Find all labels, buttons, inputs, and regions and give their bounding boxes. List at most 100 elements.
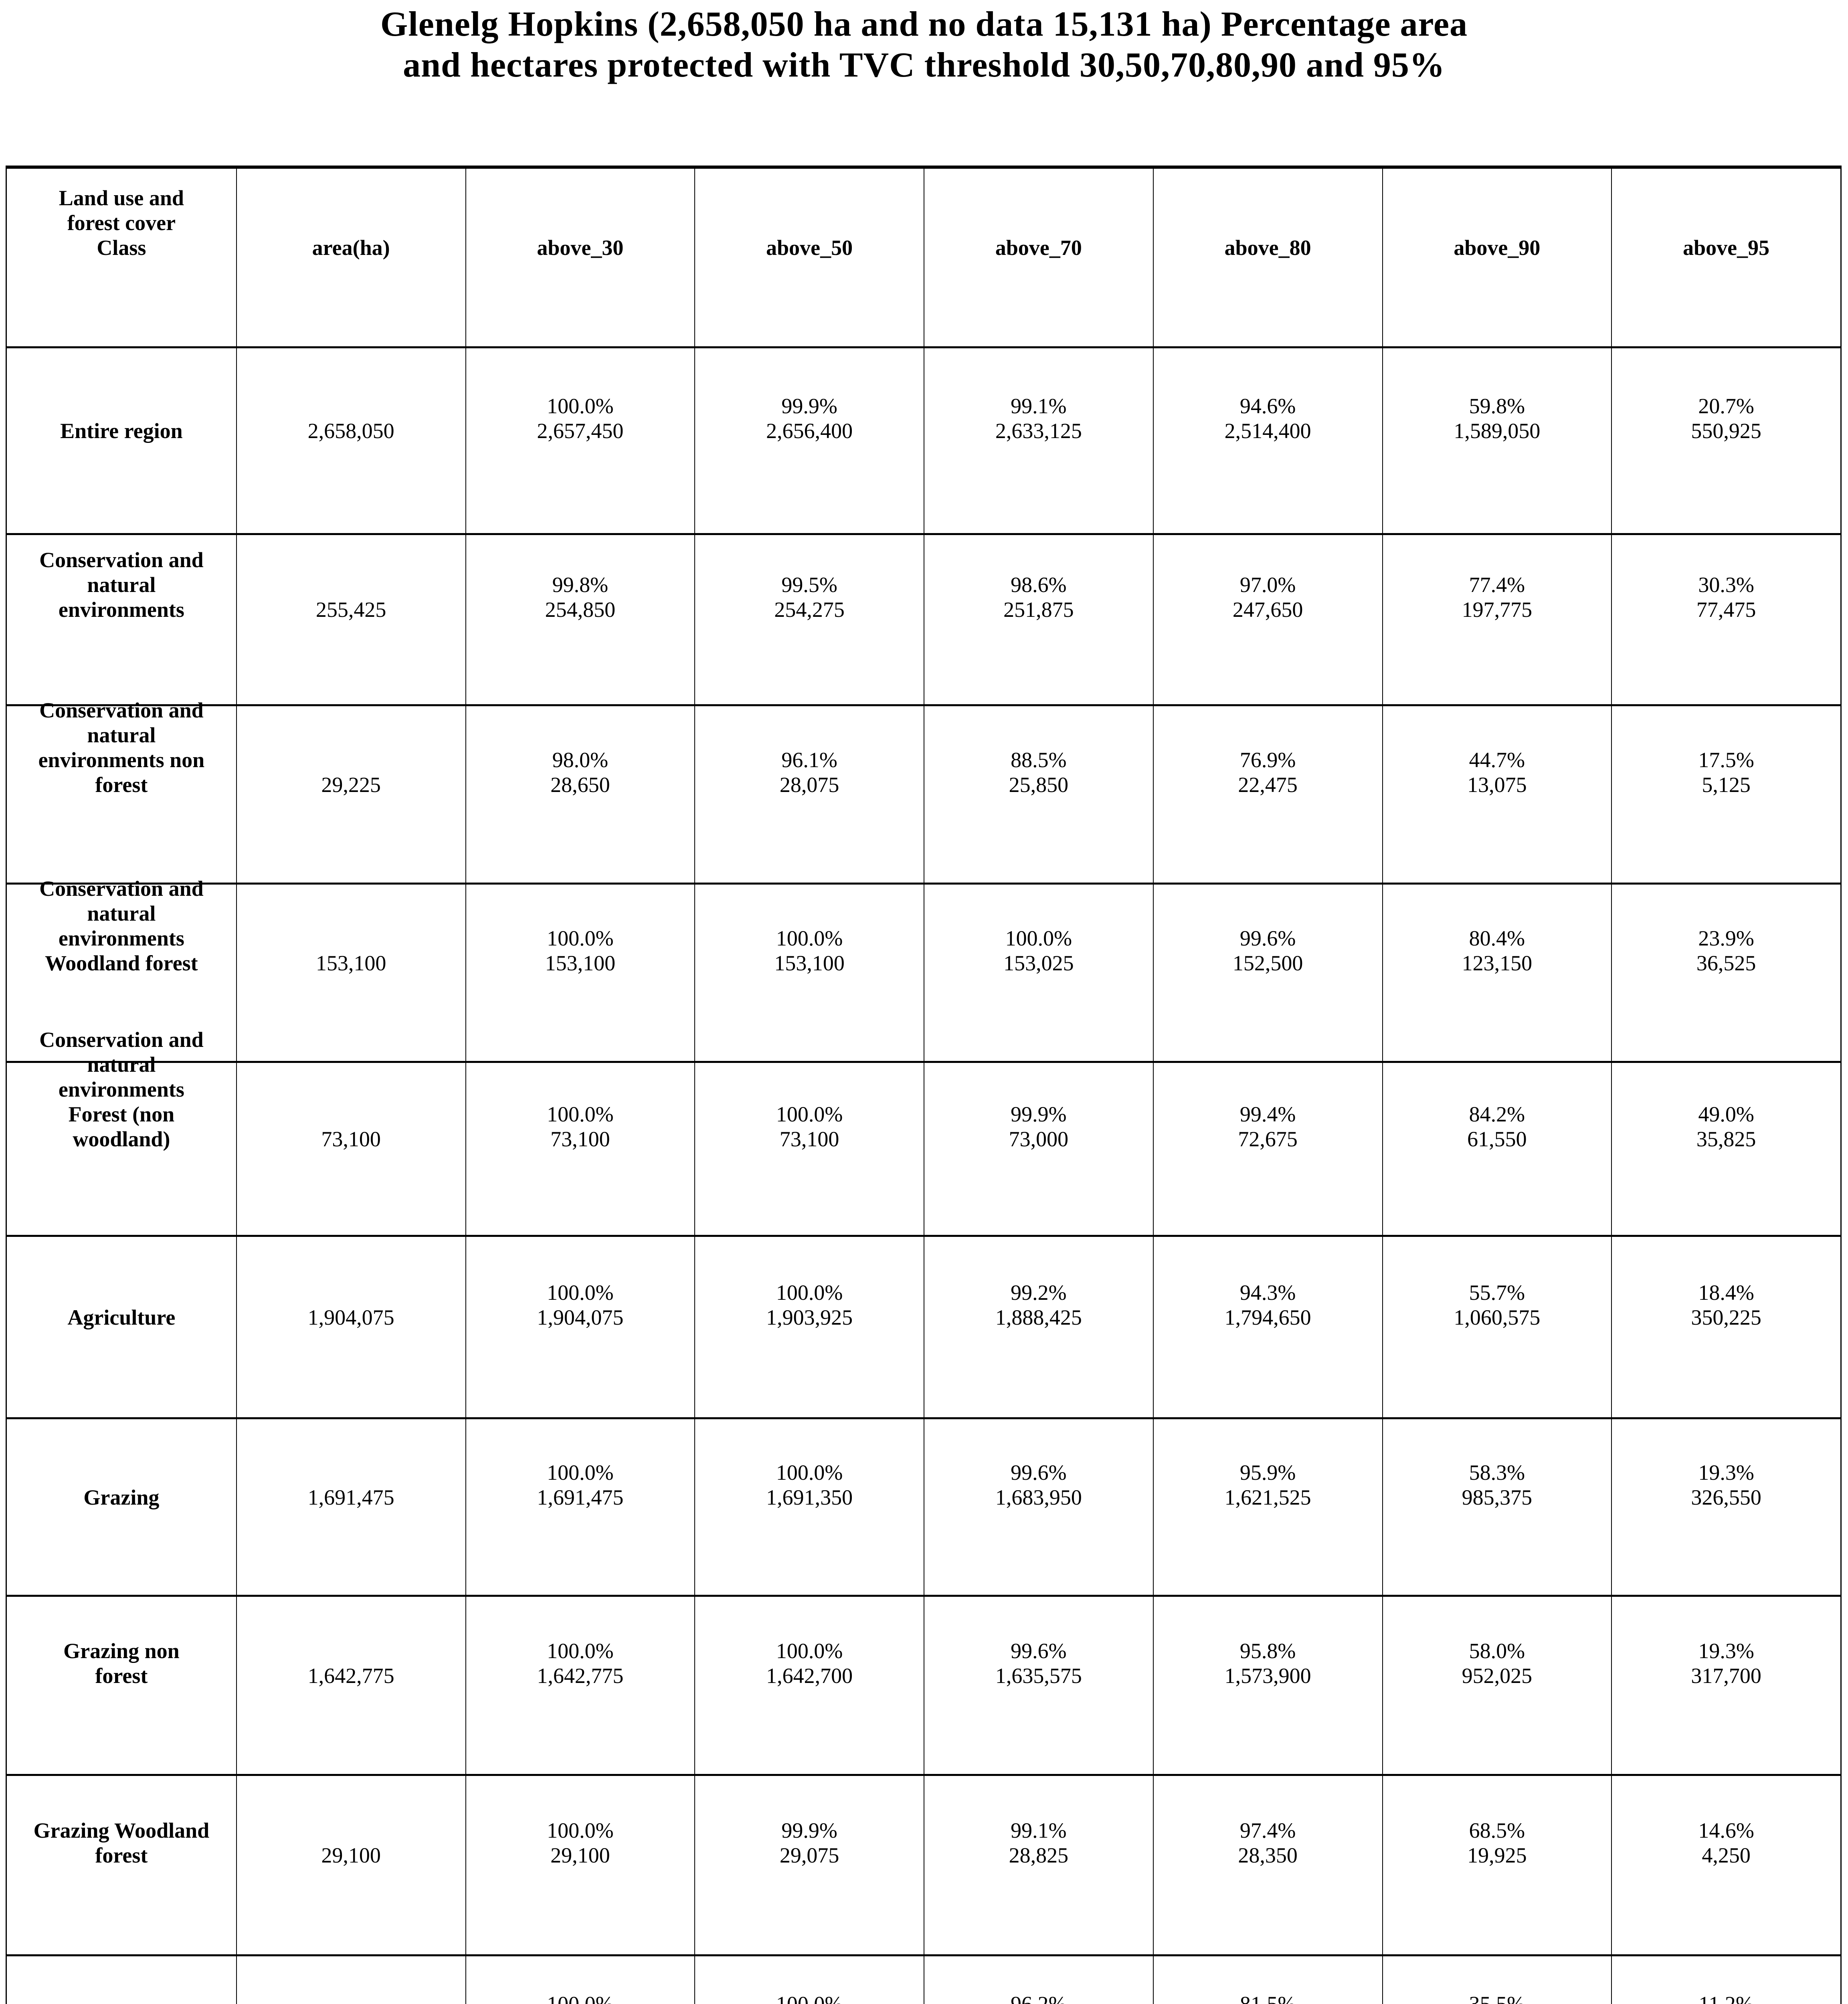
table-row-5: Agriculture 1,904,075 100.0% 1,904,075 100.0… <box>7 1235 1840 1417</box>
value-cell: 100.0% 1,691,475 <box>465 1419 695 1595</box>
percent-value: 99.9% <box>1011 1102 1067 1126</box>
percent-value: 23.9% <box>1698 926 1754 950</box>
hectares-value: 1,683,950 <box>995 1485 1082 1509</box>
value-cell: 35.5%74,900 <box>1382 1956 1611 2004</box>
value-block: 68.5% 19,925 <box>1386 1818 1608 1868</box>
value-cell: 99.9% 29,075 <box>694 1776 924 1954</box>
percent-value: 100.0% <box>776 1102 843 1126</box>
value-cell: 55.7% 1,060,575 <box>1382 1237 1611 1417</box>
hectares-value: 1,589,050 <box>1454 419 1541 443</box>
value-block: 99.6% 1,635,575 <box>928 1638 1150 1688</box>
value-block: 18.4% 350,225 <box>1615 1280 1837 1330</box>
row-label: Agriculture <box>67 1305 176 1329</box>
percent-value: 99.6% <box>1239 926 1296 950</box>
hectares-value: 36,525 <box>1696 951 1756 975</box>
column-header-label: above_90 <box>1454 236 1541 260</box>
value-cell: 81.5%171,975 <box>1152 1956 1382 2004</box>
page-title-line1: Glenelg Hopkins (2,658,050 ha and no dat… <box>380 5 1468 44</box>
row-label-cell: Grazing <box>7 1419 236 1595</box>
value-cell: 99.6% 1,635,575 <box>924 1597 1153 1774</box>
value-cell: 100.0% 1,642,700 <box>694 1597 924 1774</box>
hectares-value: 326,550 <box>1691 1485 1761 1509</box>
percent-value: 81.5% <box>1239 1992 1296 2004</box>
percent-value: 95.8% <box>1239 1638 1296 1663</box>
percent-value: 14.6% <box>1698 1818 1754 1843</box>
hectares-value: 1,794,650 <box>1224 1305 1311 1329</box>
percent-value: 19.3% <box>1698 1460 1754 1485</box>
value-cell: 100.0% 1,903,925 <box>694 1237 924 1417</box>
value-cell: 99.1% 28,825 <box>924 1776 1153 1954</box>
value-block: 100.0% 153,100 <box>469 926 691 976</box>
hectares-value: 72,675 <box>1238 1127 1298 1151</box>
column-header-7: above_95 <box>1611 169 1840 346</box>
hectares-value: 1,888,425 <box>995 1305 1082 1329</box>
table-row-0: Entire region 2,658,050 100.0% 2,657,450 99.… <box>7 346 1840 533</box>
value-block: 100.0% 1,903,925 <box>698 1280 920 1330</box>
value-cell: 23.9% 36,525 <box>1611 885 1840 1061</box>
table-row-2: Conservation and natural environments no… <box>7 698 1840 883</box>
hectares-value: 28,075 <box>779 772 839 797</box>
page-title: Glenelg Hopkins (2,658,050 ha and no dat… <box>0 4 1848 86</box>
column-header-1: area(ha) <box>236 169 465 346</box>
value-block: 99.8% 254,850 <box>469 572 691 622</box>
value-block: 95.9% 1,621,525 <box>1157 1460 1379 1510</box>
value-cell: 100.0%210,925 <box>694 1956 924 2004</box>
hectares-value: 1,903,925 <box>766 1305 853 1329</box>
value-block: 100.0%210,925 <box>698 1992 920 2004</box>
percent-value: 100.0% <box>1005 926 1072 950</box>
value-block: 100.0% 1,691,350 <box>698 1460 920 1510</box>
percent-value: 100.0% <box>547 394 614 418</box>
percent-value: 99.2% <box>1011 1280 1067 1305</box>
value-cell: 99.6% 152,500 <box>1152 885 1382 1061</box>
value-cell: 97.4% 28,350 <box>1152 1776 1382 1954</box>
row-label-cell: Conservation and natural environments Wo… <box>7 877 236 1061</box>
table-row-6: Grazing 1,691,475 100.0% 1,691,475 100.0% 1,6… <box>7 1417 1840 1595</box>
value-block: 59.8% 1,589,050 <box>1386 394 1608 443</box>
percent-value: 100.0% <box>547 926 614 950</box>
percent-value: 100.0% <box>776 1460 843 1485</box>
hectares-value: 197,775 <box>1462 598 1533 622</box>
percent-value: 80.4% <box>1469 926 1525 950</box>
value-block: 99.2% 1,888,425 <box>928 1280 1150 1330</box>
hectares-value: 317,700 <box>1691 1663 1761 1688</box>
value-cell: 20.7% 550,925 <box>1611 348 1840 533</box>
row-label-cell: Cropping <box>7 1956 236 2004</box>
value-block: 99.6% 1,683,950 <box>928 1460 1150 1510</box>
percent-value: 19.3% <box>1698 1638 1754 1663</box>
area-cell: 153,100 <box>236 885 465 1061</box>
value-cell: 99.9% 73,000 <box>924 1063 1153 1235</box>
area-value: 255,425 <box>315 598 386 622</box>
value-cell: 99.6% 1,683,950 <box>924 1419 1153 1595</box>
hectares-value: 1,573,900 <box>1224 1663 1311 1688</box>
value-cell: 100.0% 1,642,775 <box>465 1597 695 1774</box>
value-cell: 99.8% 254,850 <box>465 535 695 704</box>
percent-value: 96.1% <box>781 747 837 772</box>
value-block: 23.9% 36,525 <box>1615 926 1837 976</box>
percent-value: 100.0% <box>547 1818 614 1843</box>
row-label: Grazing <box>83 1485 160 1509</box>
value-cell: 14.6% 4,250 <box>1611 1776 1840 1954</box>
hectares-value: 2,514,400 <box>1224 419 1311 443</box>
value-block: 100.0% 29,100 <box>469 1818 691 1868</box>
value-block: 99.5% 254,275 <box>698 572 920 622</box>
area-cell: 210,950 <box>236 1956 465 2004</box>
area-cell: 73,100 <box>236 1063 465 1235</box>
percent-value: 58.0% <box>1469 1638 1525 1663</box>
value-block: 77.4% 197,775 <box>1386 572 1608 622</box>
area-cell: 1,904,075 <box>236 1237 465 1417</box>
percent-value: 94.6% <box>1239 394 1296 418</box>
percent-value: 99.1% <box>1011 1818 1067 1843</box>
area-value: 1,691,475 <box>307 1485 394 1509</box>
hectares-value: 77,475 <box>1696 598 1756 622</box>
column-header-label: area(ha) <box>312 236 390 260</box>
percent-value: 95.9% <box>1239 1460 1296 1485</box>
value-cell: 96.1% 28,075 <box>694 706 924 883</box>
value-block: 17.5% 5,125 <box>1615 747 1837 797</box>
value-cell: 99.9% 2,656,400 <box>694 348 924 533</box>
hectares-value: 22,475 <box>1238 772 1298 797</box>
value-cell: 100.0% 73,100 <box>694 1063 924 1235</box>
area-value: 1,642,775 <box>307 1663 394 1688</box>
table-row-8: Grazing Woodland forest 29,100 100.0% 29,10… <box>7 1774 1840 1954</box>
percent-value: 97.0% <box>1239 573 1296 597</box>
value-block: 94.6% 2,514,400 <box>1157 394 1379 443</box>
